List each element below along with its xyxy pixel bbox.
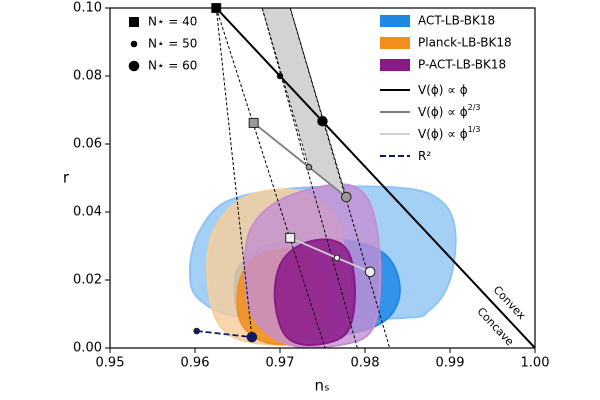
legend-label: V(ϕ) ∝ ϕ1/3 bbox=[418, 125, 480, 141]
y-tick-label: 0.02 bbox=[73, 273, 102, 288]
y-tick-label: 0.08 bbox=[73, 69, 102, 84]
y-tick-label: 0.06 bbox=[73, 137, 102, 152]
marker-dot bbox=[333, 254, 341, 262]
legend-swatch bbox=[380, 37, 410, 49]
marker-dot bbox=[276, 72, 284, 80]
legend-name: R² bbox=[418, 149, 431, 163]
y-axis-label: r bbox=[63, 169, 70, 187]
x-tick-label: 0.97 bbox=[266, 356, 295, 371]
legend-name: V(ϕ) ∝ ϕ bbox=[418, 83, 468, 97]
legend-exponent: 2/3 bbox=[468, 103, 481, 112]
legend-label: Planck-LB-BK18 bbox=[418, 36, 512, 50]
legend-swatch bbox=[380, 59, 410, 71]
legend-swatch bbox=[380, 15, 410, 27]
y-tick-label: 0.00 bbox=[73, 341, 102, 356]
dashed-line bbox=[261, 8, 358, 348]
legend-label: R² bbox=[418, 149, 431, 163]
annotation: Convex bbox=[491, 283, 529, 322]
x-tick-label: 1.00 bbox=[521, 356, 550, 371]
marker-square bbox=[285, 232, 296, 243]
legend: N⋆ = 40 N⋆ = 50 N⋆ = 60 ACT-LB-BK18 Planck-L… bbox=[128, 14, 512, 163]
model-line bbox=[215, 8, 535, 348]
marker-dot bbox=[317, 115, 328, 127]
x-tick-label: 0.98 bbox=[351, 356, 380, 371]
dashed-line bbox=[289, 8, 391, 348]
dashed-line bbox=[215, 8, 253, 338]
plot-area bbox=[188, 8, 535, 348]
marker-square bbox=[248, 117, 259, 128]
legend-label: ACT-LB-BK18 bbox=[418, 14, 495, 28]
axes-frame bbox=[109, 7, 536, 349]
legend-label: N⋆ = 40 bbox=[148, 15, 197, 29]
legend-label: V(ϕ) ∝ ϕ bbox=[418, 83, 468, 97]
y-tick-label: 0.10 bbox=[73, 1, 102, 16]
legend-label: N⋆ = 50 bbox=[148, 37, 197, 51]
y-tick-label: 0.04 bbox=[73, 205, 102, 220]
marker-dot bbox=[364, 266, 376, 278]
marker-square bbox=[129, 17, 139, 27]
marker-dot bbox=[128, 60, 140, 72]
legend-label: P-ACT-LB-BK18 bbox=[418, 58, 506, 72]
x-axis-label: nₛ bbox=[314, 377, 329, 395]
marker-dot bbox=[193, 327, 200, 335]
marker-dot bbox=[246, 331, 258, 343]
legend-label: N⋆ = 60 bbox=[148, 59, 197, 73]
x-tick-label: 0.96 bbox=[181, 356, 210, 371]
marker-dot bbox=[305, 163, 313, 171]
legend-name: V(ϕ) ∝ ϕ bbox=[418, 105, 468, 119]
legend-exponent: 1/3 bbox=[468, 125, 481, 134]
marker-dot bbox=[341, 191, 352, 203]
legend-name: V(ϕ) ∝ ϕ bbox=[418, 127, 468, 141]
legend-label: V(ϕ) ∝ ϕ2/3 bbox=[418, 103, 480, 119]
model-line bbox=[196, 330, 253, 339]
contour-inner bbox=[273, 238, 356, 346]
x-tick-label: 0.95 bbox=[96, 356, 125, 371]
marker-dot bbox=[130, 40, 138, 48]
x-tick-label: 0.99 bbox=[436, 356, 465, 371]
dashed-line bbox=[215, 8, 326, 348]
